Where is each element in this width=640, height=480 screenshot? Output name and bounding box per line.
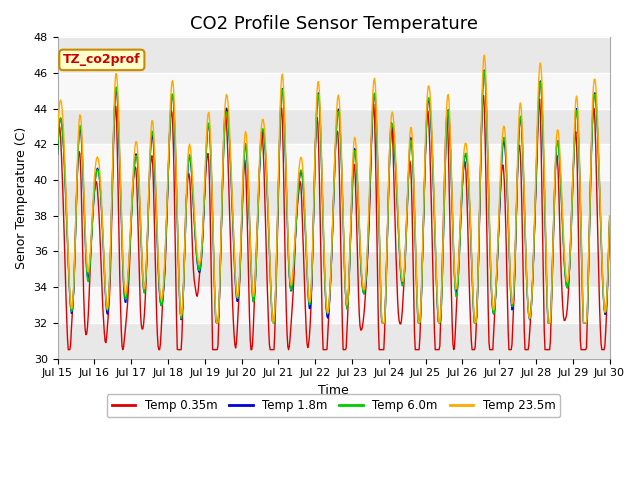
- Bar: [58, 180, 609, 216]
- Bar: [58, 37, 609, 73]
- Title: CO2 Profile Sensor Temperature: CO2 Profile Sensor Temperature: [189, 15, 477, 33]
- Bar: [58, 252, 609, 287]
- Bar: [58, 216, 609, 252]
- Y-axis label: Senor Temperature (C): Senor Temperature (C): [15, 127, 28, 269]
- Bar: [58, 109, 609, 144]
- Bar: [58, 144, 609, 180]
- Bar: [58, 287, 609, 323]
- Bar: [58, 323, 609, 359]
- X-axis label: Time: Time: [318, 384, 349, 397]
- Bar: [58, 73, 609, 109]
- Legend: Temp 0.35m, Temp 1.8m, Temp 6.0m, Temp 23.5m: Temp 0.35m, Temp 1.8m, Temp 6.0m, Temp 2…: [107, 395, 560, 417]
- Text: TZ_co2prof: TZ_co2prof: [63, 53, 141, 66]
